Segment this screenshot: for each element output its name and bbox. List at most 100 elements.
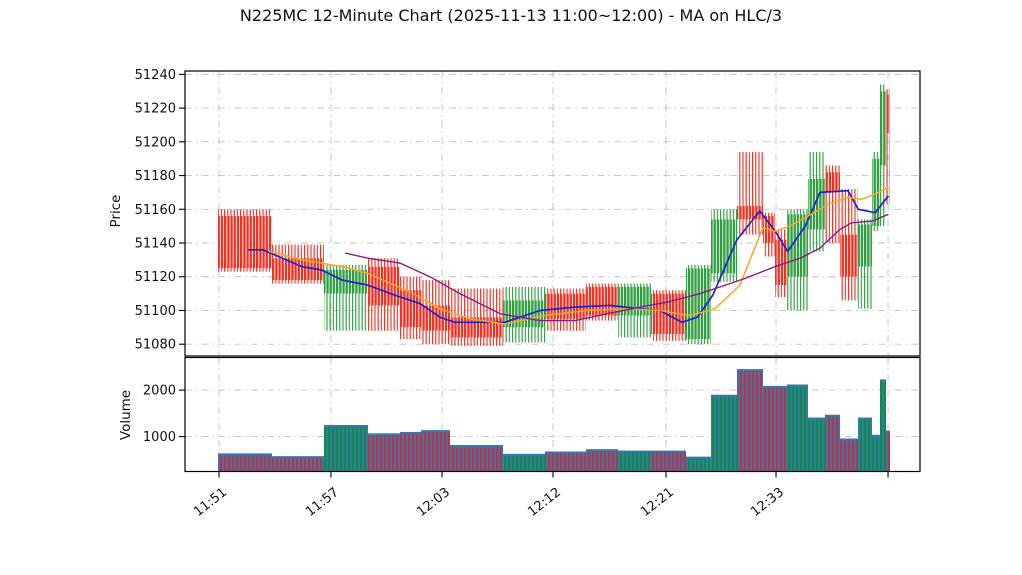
candle-lower-wicks xyxy=(272,280,324,284)
volume-tick-label: 2000 xyxy=(143,384,176,399)
price-tick-label: 51160 xyxy=(135,203,176,218)
volume-bar xyxy=(449,446,504,471)
volume-bar xyxy=(880,381,886,471)
volume-bar xyxy=(824,416,841,471)
volume-bar xyxy=(685,458,711,471)
candle-upper-wicks xyxy=(763,212,775,217)
candle-lower-wicks xyxy=(774,285,787,297)
candle-lower-wicks xyxy=(685,339,711,345)
volume-bar xyxy=(807,419,825,471)
candle-body xyxy=(857,224,873,267)
volume-bar xyxy=(774,387,787,471)
candle-lower-wicks xyxy=(545,318,587,331)
candle-upper-wicks xyxy=(774,229,787,240)
candle-body xyxy=(885,94,891,134)
volume-bar xyxy=(650,452,686,471)
x-tick-label: 12:03 xyxy=(414,485,453,520)
candle-lower-wicks xyxy=(872,226,881,232)
candle-upper-wicks xyxy=(503,286,546,301)
candle-upper-wicks xyxy=(399,276,422,291)
candle-lower-wicks xyxy=(736,219,764,235)
candle-upper-wicks xyxy=(650,290,686,294)
price-tick-label: 51120 xyxy=(135,270,176,285)
volume-bar xyxy=(503,455,546,471)
price-tick-label: 51180 xyxy=(135,169,176,184)
candle-body xyxy=(840,234,858,277)
volume-bar xyxy=(710,396,737,471)
candle-lower-wicks xyxy=(880,165,886,227)
price-tick-label: 51080 xyxy=(135,338,176,353)
candle-lower-wicks xyxy=(421,330,450,345)
candle-upper-wicks xyxy=(617,283,651,287)
volume-bar xyxy=(218,455,273,471)
candle-body xyxy=(710,219,737,274)
x-tick-label: 12:12 xyxy=(525,485,564,520)
candle-upper-wicks xyxy=(218,209,273,217)
candle-upper-wicks xyxy=(421,280,450,306)
volume-bar xyxy=(885,432,891,471)
volume-bar xyxy=(421,432,450,471)
volume-bar xyxy=(368,435,400,471)
candle-upper-wicks xyxy=(872,151,881,159)
candle-upper-wicks xyxy=(545,288,587,294)
candle-body xyxy=(218,216,273,269)
volume-bar xyxy=(617,452,651,471)
candle-lower-wicks xyxy=(323,293,369,331)
volume-bar xyxy=(586,451,618,471)
volume-bar xyxy=(323,426,369,471)
candle-upper-wicks xyxy=(736,151,764,206)
volume-bar xyxy=(857,419,873,471)
candle-body xyxy=(880,91,886,166)
candle-lower-wicks xyxy=(786,276,808,311)
volume-tick-label: 1000 xyxy=(143,430,176,445)
candle-lower-wicks xyxy=(503,327,546,343)
candle-body xyxy=(824,172,841,193)
candle-upper-wicks xyxy=(586,283,618,287)
candle-body xyxy=(786,214,808,277)
candle-lower-wicks xyxy=(399,327,422,340)
candle-lower-wicks xyxy=(807,229,825,252)
volume-bar xyxy=(545,453,587,471)
price-panel-frame xyxy=(184,70,921,357)
candle-lower-wicks xyxy=(617,315,651,338)
candle-lower-wicks xyxy=(840,276,858,301)
candle-upper-wicks xyxy=(885,89,891,95)
chart-title: N225MC 12-Minute Chart (2025-11-13 11:00… xyxy=(239,6,783,25)
candle-upper-wicks xyxy=(824,165,841,173)
price-tick-label: 51200 xyxy=(135,135,176,150)
candle-lower-wicks xyxy=(586,315,618,321)
candle-lower-wicks xyxy=(449,337,504,346)
candle-lower-wicks xyxy=(218,268,273,272)
candle-upper-wicks xyxy=(807,151,825,179)
price-tick-label: 51140 xyxy=(135,237,176,252)
x-tick-label: 12:33 xyxy=(748,485,787,520)
volume-bar xyxy=(786,386,808,471)
candle-body xyxy=(807,178,825,230)
ma-mid-line xyxy=(268,186,889,325)
candle-upper-wicks xyxy=(786,209,808,215)
candle-upper-wicks xyxy=(368,258,400,267)
candle-lower-wicks xyxy=(857,266,873,309)
candle-lower-wicks xyxy=(710,273,737,282)
x-tick-label: 11:51 xyxy=(191,485,230,520)
volume-bar xyxy=(272,458,324,471)
x-tick-label: 11:57 xyxy=(303,485,342,520)
volume-bar xyxy=(872,436,881,471)
candle-lower-wicks xyxy=(650,334,686,341)
volume-bar xyxy=(399,433,422,471)
price-tick-label: 51220 xyxy=(135,102,176,117)
volume-bar xyxy=(840,440,858,471)
price-tick-label: 51100 xyxy=(135,304,176,319)
x-tick-label: 12:21 xyxy=(638,485,677,520)
candle-upper-wicks xyxy=(710,209,737,220)
ma-slow-line xyxy=(345,213,889,322)
candle-body xyxy=(586,286,618,316)
candle-body xyxy=(272,258,324,281)
candle-body xyxy=(774,239,787,286)
candle-lower-wicks xyxy=(763,243,775,257)
candle-lower-wicks xyxy=(824,192,841,244)
volume-bar xyxy=(763,387,775,471)
candle-upper-wicks xyxy=(685,264,711,269)
